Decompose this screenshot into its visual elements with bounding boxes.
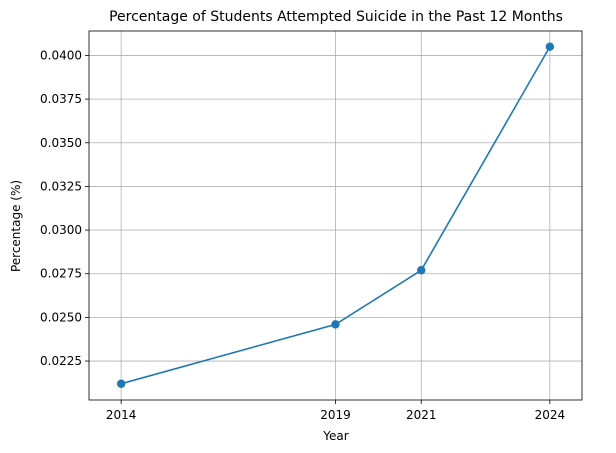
x-axis-title: Year — [322, 429, 348, 443]
y-tick-label: 0.0275 — [40, 267, 82, 281]
data-point — [545, 42, 555, 51]
x-tick-label: 2014 — [106, 408, 137, 422]
y-gridlines — [89, 55, 582, 362]
x-axis-ticks: 2014 2019 2021 2024 — [106, 400, 565, 422]
y-tick-label: 0.0250 — [40, 310, 82, 324]
y-tick-label: 0.0325 — [40, 179, 82, 193]
series-line — [120, 46, 551, 385]
x-gridlines — [120, 31, 551, 400]
y-axis-ticks: 0.0225 0.0250 0.0275 0.0300 0.0325 0.0350 0.03… — [40, 48, 89, 368]
x-tick-label: 2019 — [320, 408, 351, 422]
series-layer — [116, 42, 555, 388]
data-point — [116, 379, 126, 388]
data-point — [331, 320, 340, 329]
data-point — [417, 266, 426, 275]
chart-title: Percentage of Students Attempted Suicide… — [109, 9, 563, 25]
y-axis-title: Percentage (%) — [9, 180, 23, 272]
y-tick-label: 0.0300 — [40, 223, 82, 237]
y-tick-label: 0.0225 — [40, 354, 82, 368]
x-tick-label: 2021 — [406, 408, 437, 422]
y-tick-label: 0.0350 — [40, 136, 82, 150]
x-tick-label: 2024 — [535, 408, 566, 422]
y-tick-label: 0.0375 — [40, 92, 82, 106]
y-tick-label: 0.0400 — [40, 48, 82, 62]
